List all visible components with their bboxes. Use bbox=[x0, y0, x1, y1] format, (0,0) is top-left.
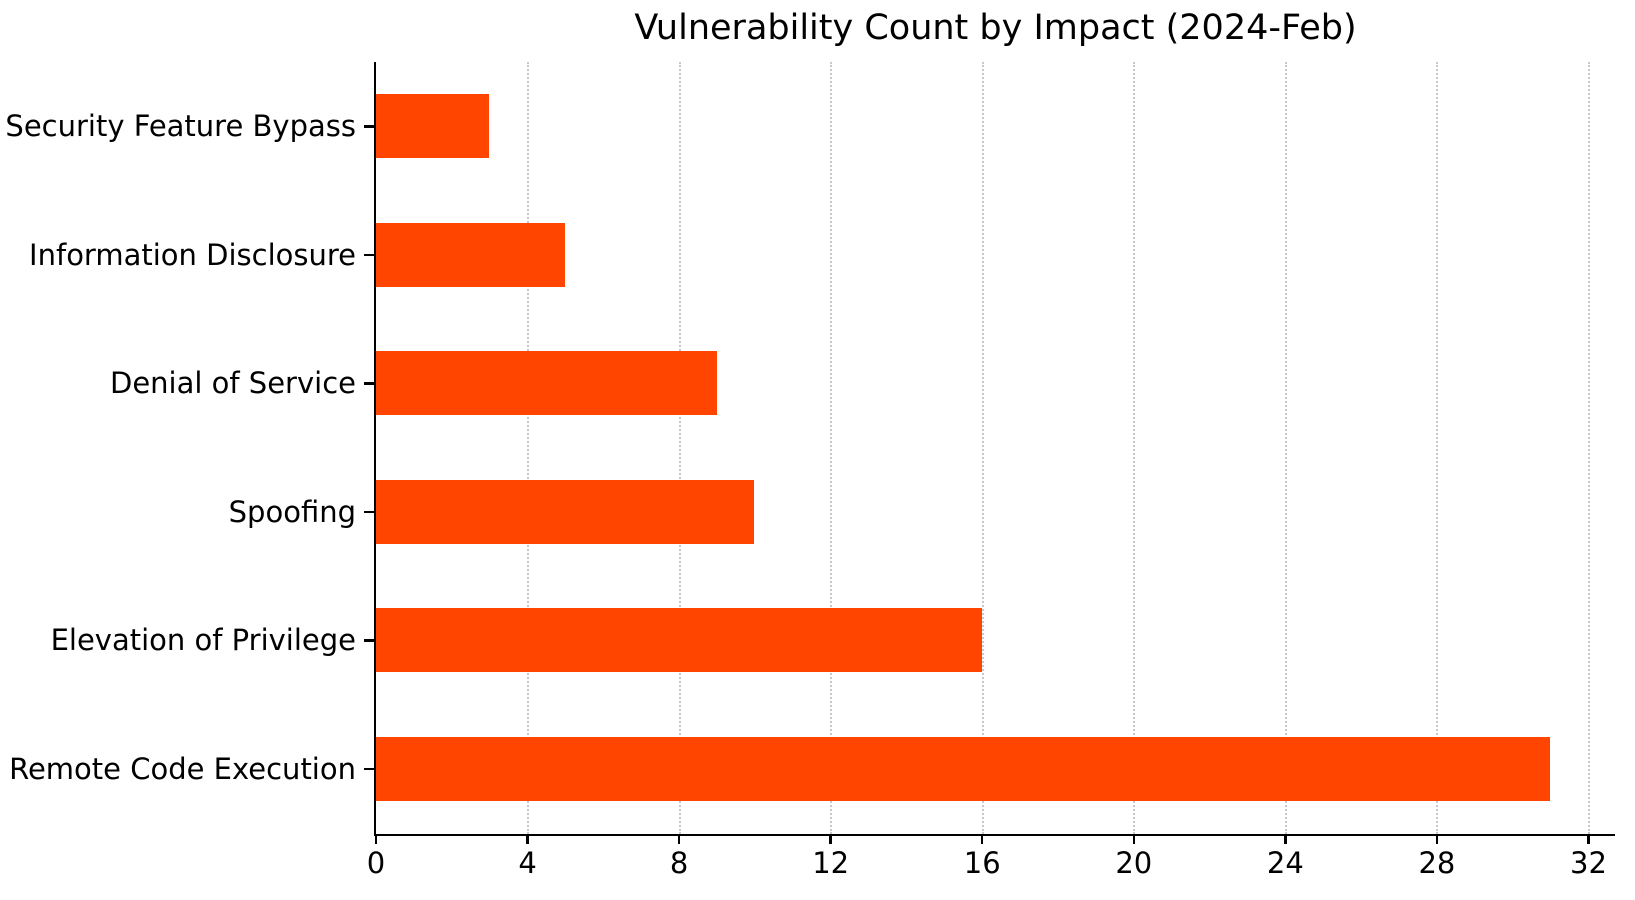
y-tick-elevation-of-privilege bbox=[364, 639, 374, 642]
x-tick-16 bbox=[980, 834, 984, 844]
y-label-information-disclosure: Information Disclosure bbox=[29, 237, 356, 272]
y-tick-security-feature-bypass bbox=[364, 125, 374, 128]
gridline-4 bbox=[527, 62, 530, 834]
x-tick-label-16: 16 bbox=[963, 846, 1001, 880]
x-tick-label-32: 32 bbox=[1570, 846, 1607, 880]
gridline-16 bbox=[981, 62, 984, 834]
x-tick-20 bbox=[1132, 834, 1136, 844]
y-tick-denial-of-service bbox=[364, 382, 374, 385]
bar-remote-code-execution bbox=[375, 736, 1551, 801]
x-tick-label-20: 20 bbox=[1115, 846, 1153, 880]
x-tick-label-4: 4 bbox=[518, 846, 537, 880]
x-tick-label-12: 12 bbox=[812, 846, 850, 880]
gridline-32 bbox=[1587, 62, 1590, 834]
y-label-elevation-of-privilege: Elevation of Privilege bbox=[50, 623, 356, 658]
x-tick-label-28: 28 bbox=[1418, 846, 1456, 880]
x-tick-12 bbox=[829, 834, 832, 844]
x-tick-0 bbox=[374, 834, 378, 844]
y-tick-spoofing bbox=[364, 510, 374, 513]
gridline-28 bbox=[1436, 62, 1439, 834]
bar-elevation-of-privilege bbox=[375, 608, 982, 673]
plot-area bbox=[373, 62, 1615, 836]
y-tick-remote-code-execution bbox=[364, 767, 374, 770]
x-tick-28 bbox=[1435, 834, 1439, 844]
gridline-12 bbox=[830, 62, 833, 834]
x-tick-label-8: 8 bbox=[669, 846, 689, 880]
gridline-20 bbox=[1133, 62, 1136, 834]
x-tick-label-0: 0 bbox=[366, 846, 386, 880]
x-tick-label-24: 24 bbox=[1266, 846, 1304, 880]
y-label-denial-of-service: Denial of Service bbox=[109, 366, 356, 401]
x-tick-8 bbox=[677, 834, 681, 844]
gridline-8 bbox=[678, 62, 681, 834]
gridline-24 bbox=[1284, 62, 1287, 834]
y-label-remote-code-execution: Remote Code Execution bbox=[9, 751, 356, 786]
y-label-spoofing: Spoofing bbox=[228, 494, 356, 529]
x-tick-4 bbox=[526, 834, 529, 844]
bar-information-disclosure bbox=[375, 222, 565, 287]
bar-security-feature-bypass bbox=[375, 94, 490, 159]
y-label-security-feature-bypass: Security Feature Bypass bbox=[5, 109, 356, 144]
y-tick-information-disclosure bbox=[364, 253, 374, 256]
bar-spoofing bbox=[375, 479, 755, 544]
bar-denial-of-service bbox=[375, 351, 717, 416]
chart-title: Vulnerability Count by Impact (2024-Feb) bbox=[634, 8, 1357, 48]
x-tick-32 bbox=[1587, 834, 1590, 844]
x-tick-24 bbox=[1284, 834, 1287, 844]
